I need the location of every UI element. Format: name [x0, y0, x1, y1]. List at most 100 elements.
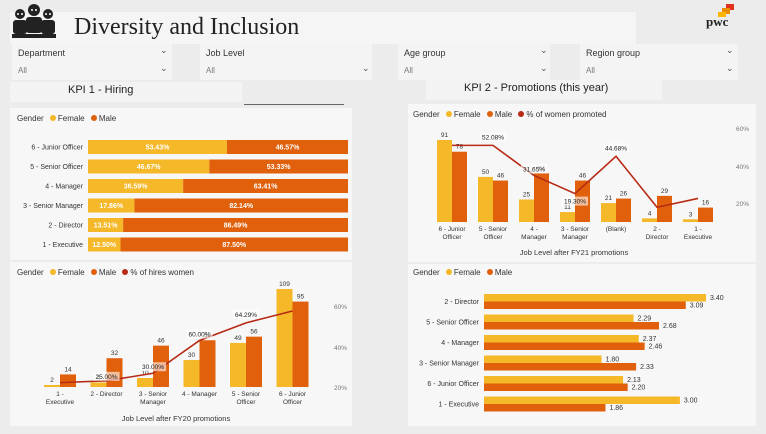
- line-label-background: [232, 309, 260, 319]
- line-data-label: 30.00%: [142, 364, 164, 371]
- female-data-label: 3.00: [684, 398, 698, 405]
- promotions-grouped-panel: Gender Female Male 2 - Director 3.40 3.09 5…: [408, 264, 756, 426]
- line-label-background: [93, 371, 120, 381]
- female-bar: [484, 335, 639, 343]
- female-bar: [478, 176, 493, 222]
- female-data-label: 21: [605, 195, 613, 202]
- category-label: Manager: [562, 234, 588, 241]
- male-data-label: 53.33%: [267, 164, 292, 171]
- hiring-combo-panel: Gender Female Male % of hires women 60% 4…: [10, 262, 352, 426]
- male-data-label: 1.86: [609, 405, 623, 412]
- female-data-label: 36.59%: [124, 184, 149, 191]
- category-label: 5 - Senior Officer: [426, 320, 479, 327]
- male-data-label: 2.46: [649, 344, 663, 351]
- female-data-label: 4: [648, 210, 652, 217]
- category-label: 5 - Senior: [232, 391, 261, 398]
- female-bar: [44, 385, 60, 387]
- kpi2-title: KPI 2 - Promotions (this year): [426, 80, 662, 100]
- legend-female: Female: [57, 268, 85, 277]
- female-legend-icon: [49, 269, 56, 275]
- chart-legend: Gender Female Male: [17, 114, 116, 123]
- male-data-label: 46: [497, 173, 505, 180]
- people-group-icon: [12, 4, 56, 38]
- male-bar: [534, 173, 549, 222]
- female-data-label: 11: [564, 204, 571, 211]
- female-data-label: 2.37: [643, 336, 657, 343]
- female-bar: [88, 237, 121, 252]
- female-data-label: 12.50%: [92, 242, 117, 249]
- male-bar: [484, 404, 606, 412]
- filter-age-group[interactable]: Age group ⌄ All ⌄: [398, 44, 550, 80]
- category-label: 3 - Senior Manager: [419, 361, 480, 368]
- x-axis-title: Job Level after FY20 promotions: [122, 414, 231, 423]
- category-label: 6 - Junior Officer: [427, 381, 479, 388]
- chevron-down-icon[interactable]: ⌄: [362, 63, 370, 73]
- category-label: Director: [646, 234, 670, 241]
- male-data-label: 63.41%: [254, 184, 279, 191]
- female-bar: [88, 159, 210, 174]
- category-label: Officer: [236, 399, 256, 406]
- category-label: (Blank): [606, 226, 627, 233]
- filter-region-group[interactable]: Region group ⌄ All ⌄: [580, 44, 738, 80]
- line-label-background: [561, 196, 589, 206]
- female-bar: [484, 294, 706, 302]
- kpi1-divider: [244, 104, 344, 105]
- female-data-label: 10: [141, 370, 149, 377]
- category-label: Officer: [283, 399, 303, 406]
- chevron-down-icon[interactable]: ⌄: [160, 45, 168, 55]
- line-data-label: 19.30%: [564, 199, 586, 206]
- male-bar: [246, 336, 262, 387]
- category-label: 5 - Senior Officer: [30, 164, 83, 171]
- y2-tick-label: 20%: [334, 385, 347, 392]
- female-bar: [519, 199, 534, 222]
- female-bar: [88, 198, 135, 213]
- male-data-label: 3.09: [690, 303, 704, 310]
- male-data-label: 82.14%: [229, 203, 254, 210]
- promotions-grouped-chart: 2 - Director 3.40 3.09 5 - Senior Officer 2.…: [419, 294, 724, 412]
- chevron-down-icon[interactable]: ⌄: [726, 45, 734, 55]
- category-label: 4 - Manager: [45, 184, 83, 191]
- line-data-label: 52.08%: [482, 134, 504, 141]
- category-label: 6 - Junior Officer: [31, 145, 83, 152]
- female-data-label: 2: [50, 377, 54, 384]
- female-bar: [88, 218, 124, 232]
- chevron-down-icon[interactable]: ⌄: [540, 45, 548, 55]
- female-bar: [484, 376, 624, 384]
- category-label: Executive: [684, 234, 713, 241]
- male-bar: [123, 218, 348, 232]
- category-label: 6 - Junior: [279, 391, 307, 398]
- filter-department[interactable]: Department ⌄ All ⌄: [12, 44, 172, 80]
- legend-female: Female: [453, 110, 481, 119]
- female-bar: [437, 140, 452, 222]
- category-label: Executive: [46, 399, 75, 406]
- chevron-down-icon[interactable]: ⌄: [726, 63, 734, 73]
- chevron-down-icon[interactable]: ⌄: [540, 63, 548, 73]
- female-legend-icon: [49, 115, 56, 121]
- line-data-label: 31.65%: [523, 166, 545, 173]
- male-bar: [484, 322, 659, 330]
- category-label: 5 - Senior: [479, 226, 508, 233]
- category-label: 3 - Senior: [561, 226, 590, 233]
- legend-male: Male: [98, 114, 117, 123]
- y2-tick-label: 20%: [736, 201, 749, 208]
- male-bar: [484, 383, 628, 391]
- female-data-label: 30: [188, 352, 196, 359]
- category-label: 2 -: [653, 226, 661, 233]
- hiring-stacked-panel: Gender Female Male 6 - Junior Officer 53.…: [10, 108, 352, 260]
- percent-line: [452, 144, 699, 209]
- male-legend-icon: [486, 269, 493, 275]
- filter-job-level[interactable]: Job Level All ⌄: [200, 44, 372, 80]
- female-bar: [230, 342, 246, 387]
- category-label: 4 - Manager: [182, 391, 218, 398]
- female-bar: [601, 203, 616, 222]
- legend-title: Gender: [413, 110, 440, 119]
- male-data-label: 78: [456, 144, 464, 151]
- female-data-label: 53.43%: [146, 145, 171, 152]
- chevron-down-icon[interactable]: ⌄: [160, 63, 168, 73]
- female-data-label: 3: [689, 211, 693, 218]
- chart-legend: Gender Female Male % of hires women: [17, 268, 194, 277]
- male-data-label: 46: [579, 173, 587, 180]
- female-bar: [88, 140, 227, 154]
- legend-male: Male: [494, 268, 513, 277]
